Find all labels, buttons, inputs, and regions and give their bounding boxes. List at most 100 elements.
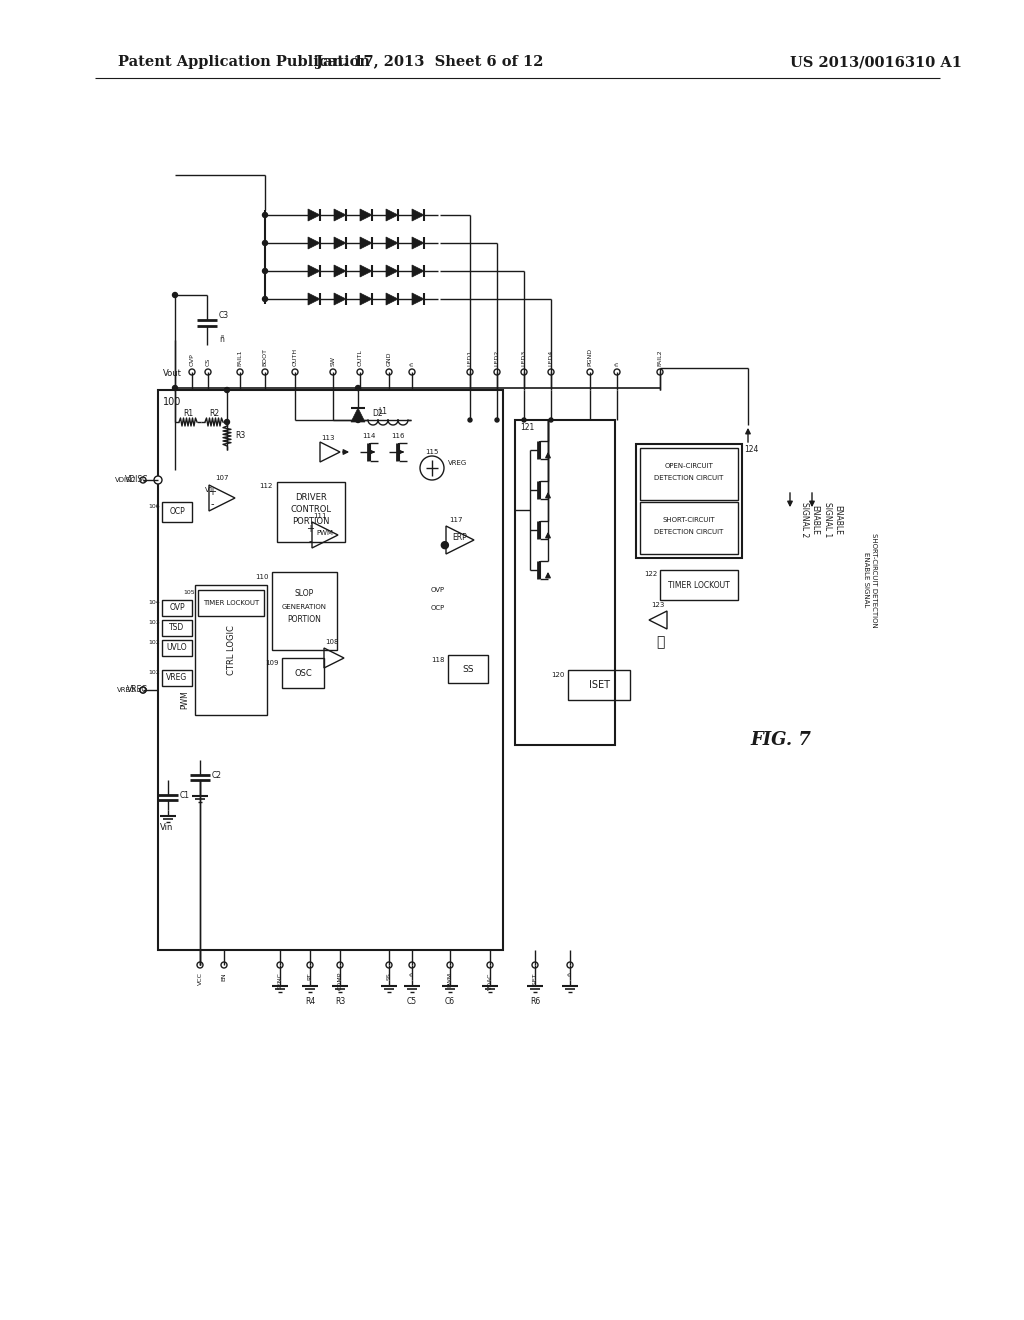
Text: 113: 113 [322, 436, 335, 441]
Circle shape [237, 370, 243, 375]
Polygon shape [351, 408, 365, 422]
Text: VREG: VREG [117, 686, 136, 693]
Polygon shape [412, 209, 424, 220]
Text: RT: RT [307, 972, 312, 979]
Circle shape [587, 370, 593, 375]
Text: ISET: ISET [532, 972, 538, 986]
Bar [282, 657, 324, 688]
Polygon shape [308, 238, 319, 249]
Polygon shape [412, 238, 424, 249]
Text: DETECTION CIRCUIT: DETECTION CIRCUIT [654, 529, 724, 535]
Text: ñ: ñ [410, 362, 415, 366]
Polygon shape [386, 293, 398, 305]
Circle shape [172, 293, 177, 297]
Circle shape [262, 268, 267, 273]
Circle shape [330, 370, 336, 375]
Circle shape [154, 477, 162, 484]
Text: 108: 108 [326, 639, 339, 645]
Text: SYNC: SYNC [278, 972, 283, 989]
Text: 122: 122 [644, 572, 657, 577]
Bar [640, 447, 738, 500]
Polygon shape [334, 265, 346, 277]
Text: 105: 105 [183, 590, 195, 595]
Text: 104: 104 [148, 601, 160, 606]
Text: C2: C2 [212, 771, 222, 780]
Text: US 2013/0016310 A1: US 2013/0016310 A1 [790, 55, 962, 69]
Text: R4: R4 [305, 998, 315, 1006]
Circle shape [386, 370, 392, 375]
Text: CTRL LOGIC: CTRL LOGIC [226, 626, 236, 675]
Text: 100: 100 [163, 397, 181, 407]
Circle shape [337, 962, 343, 968]
Text: GND: GND [386, 351, 391, 366]
Text: ISET: ISET [589, 680, 609, 690]
Bar [162, 502, 193, 521]
Text: 109: 109 [265, 660, 279, 667]
Circle shape [292, 370, 298, 375]
Polygon shape [308, 265, 319, 277]
Circle shape [549, 418, 553, 422]
Circle shape [140, 477, 146, 483]
Text: 103: 103 [148, 620, 160, 626]
Text: 116: 116 [391, 433, 404, 440]
Polygon shape [386, 209, 398, 220]
Text: EN: EN [221, 972, 226, 981]
Bar [162, 601, 193, 616]
Polygon shape [412, 265, 424, 277]
Bar [278, 482, 345, 543]
Bar [158, 389, 503, 950]
Text: OVP: OVP [169, 603, 184, 612]
Circle shape [262, 213, 267, 218]
Text: CONTROL: CONTROL [291, 504, 332, 513]
Polygon shape [360, 238, 372, 249]
Text: 102: 102 [148, 640, 160, 645]
Text: UVLO: UVLO [167, 644, 187, 652]
Text: ñ: ñ [219, 335, 224, 345]
Text: VDAC: VDAC [487, 972, 493, 990]
Text: FAIL1: FAIL1 [238, 350, 243, 366]
Circle shape [386, 962, 392, 968]
Polygon shape [386, 238, 398, 249]
Text: R2: R2 [209, 409, 219, 418]
Text: SS: SS [386, 972, 391, 979]
Text: 121: 121 [520, 424, 535, 433]
Text: PORTION: PORTION [292, 516, 330, 525]
Text: ERP: ERP [453, 533, 467, 543]
Text: VREG: VREG [449, 459, 467, 466]
Text: FIG. 7: FIG. 7 [750, 731, 811, 748]
Text: 110: 110 [256, 574, 269, 579]
Bar [660, 570, 738, 601]
Text: OUTH: OUTH [293, 348, 298, 366]
Circle shape [657, 370, 663, 375]
Text: VREG: VREG [127, 685, 148, 694]
Circle shape [307, 962, 313, 968]
Text: 124: 124 [744, 445, 759, 454]
Bar [568, 671, 630, 700]
Text: TIMER LOCKOUT: TIMER LOCKOUT [203, 601, 259, 606]
Circle shape [224, 420, 229, 425]
Polygon shape [360, 265, 372, 277]
Bar [449, 655, 488, 682]
Circle shape [409, 962, 415, 968]
Text: VDISC: VDISC [125, 475, 148, 484]
Circle shape [467, 370, 473, 375]
Text: C6: C6 [445, 998, 455, 1006]
Circle shape [224, 388, 229, 392]
Text: C5: C5 [407, 998, 417, 1006]
Text: SHORT-CIRCUIT: SHORT-CIRCUIT [663, 517, 716, 523]
Text: C3: C3 [219, 310, 229, 319]
Circle shape [357, 370, 362, 375]
Text: Vin: Vin [160, 824, 173, 833]
Text: DRIVER: DRIVER [295, 492, 327, 502]
Circle shape [521, 370, 527, 375]
Polygon shape [360, 209, 372, 220]
Text: FAIL2: FAIL2 [657, 350, 663, 366]
Text: ñ: ñ [567, 972, 572, 975]
Text: LED4: LED4 [549, 350, 554, 366]
Text: PWM: PWM [316, 531, 334, 536]
Polygon shape [386, 265, 398, 277]
Text: LED3: LED3 [521, 350, 526, 366]
Circle shape [614, 370, 620, 375]
Circle shape [278, 962, 283, 968]
Text: 118: 118 [431, 657, 445, 663]
